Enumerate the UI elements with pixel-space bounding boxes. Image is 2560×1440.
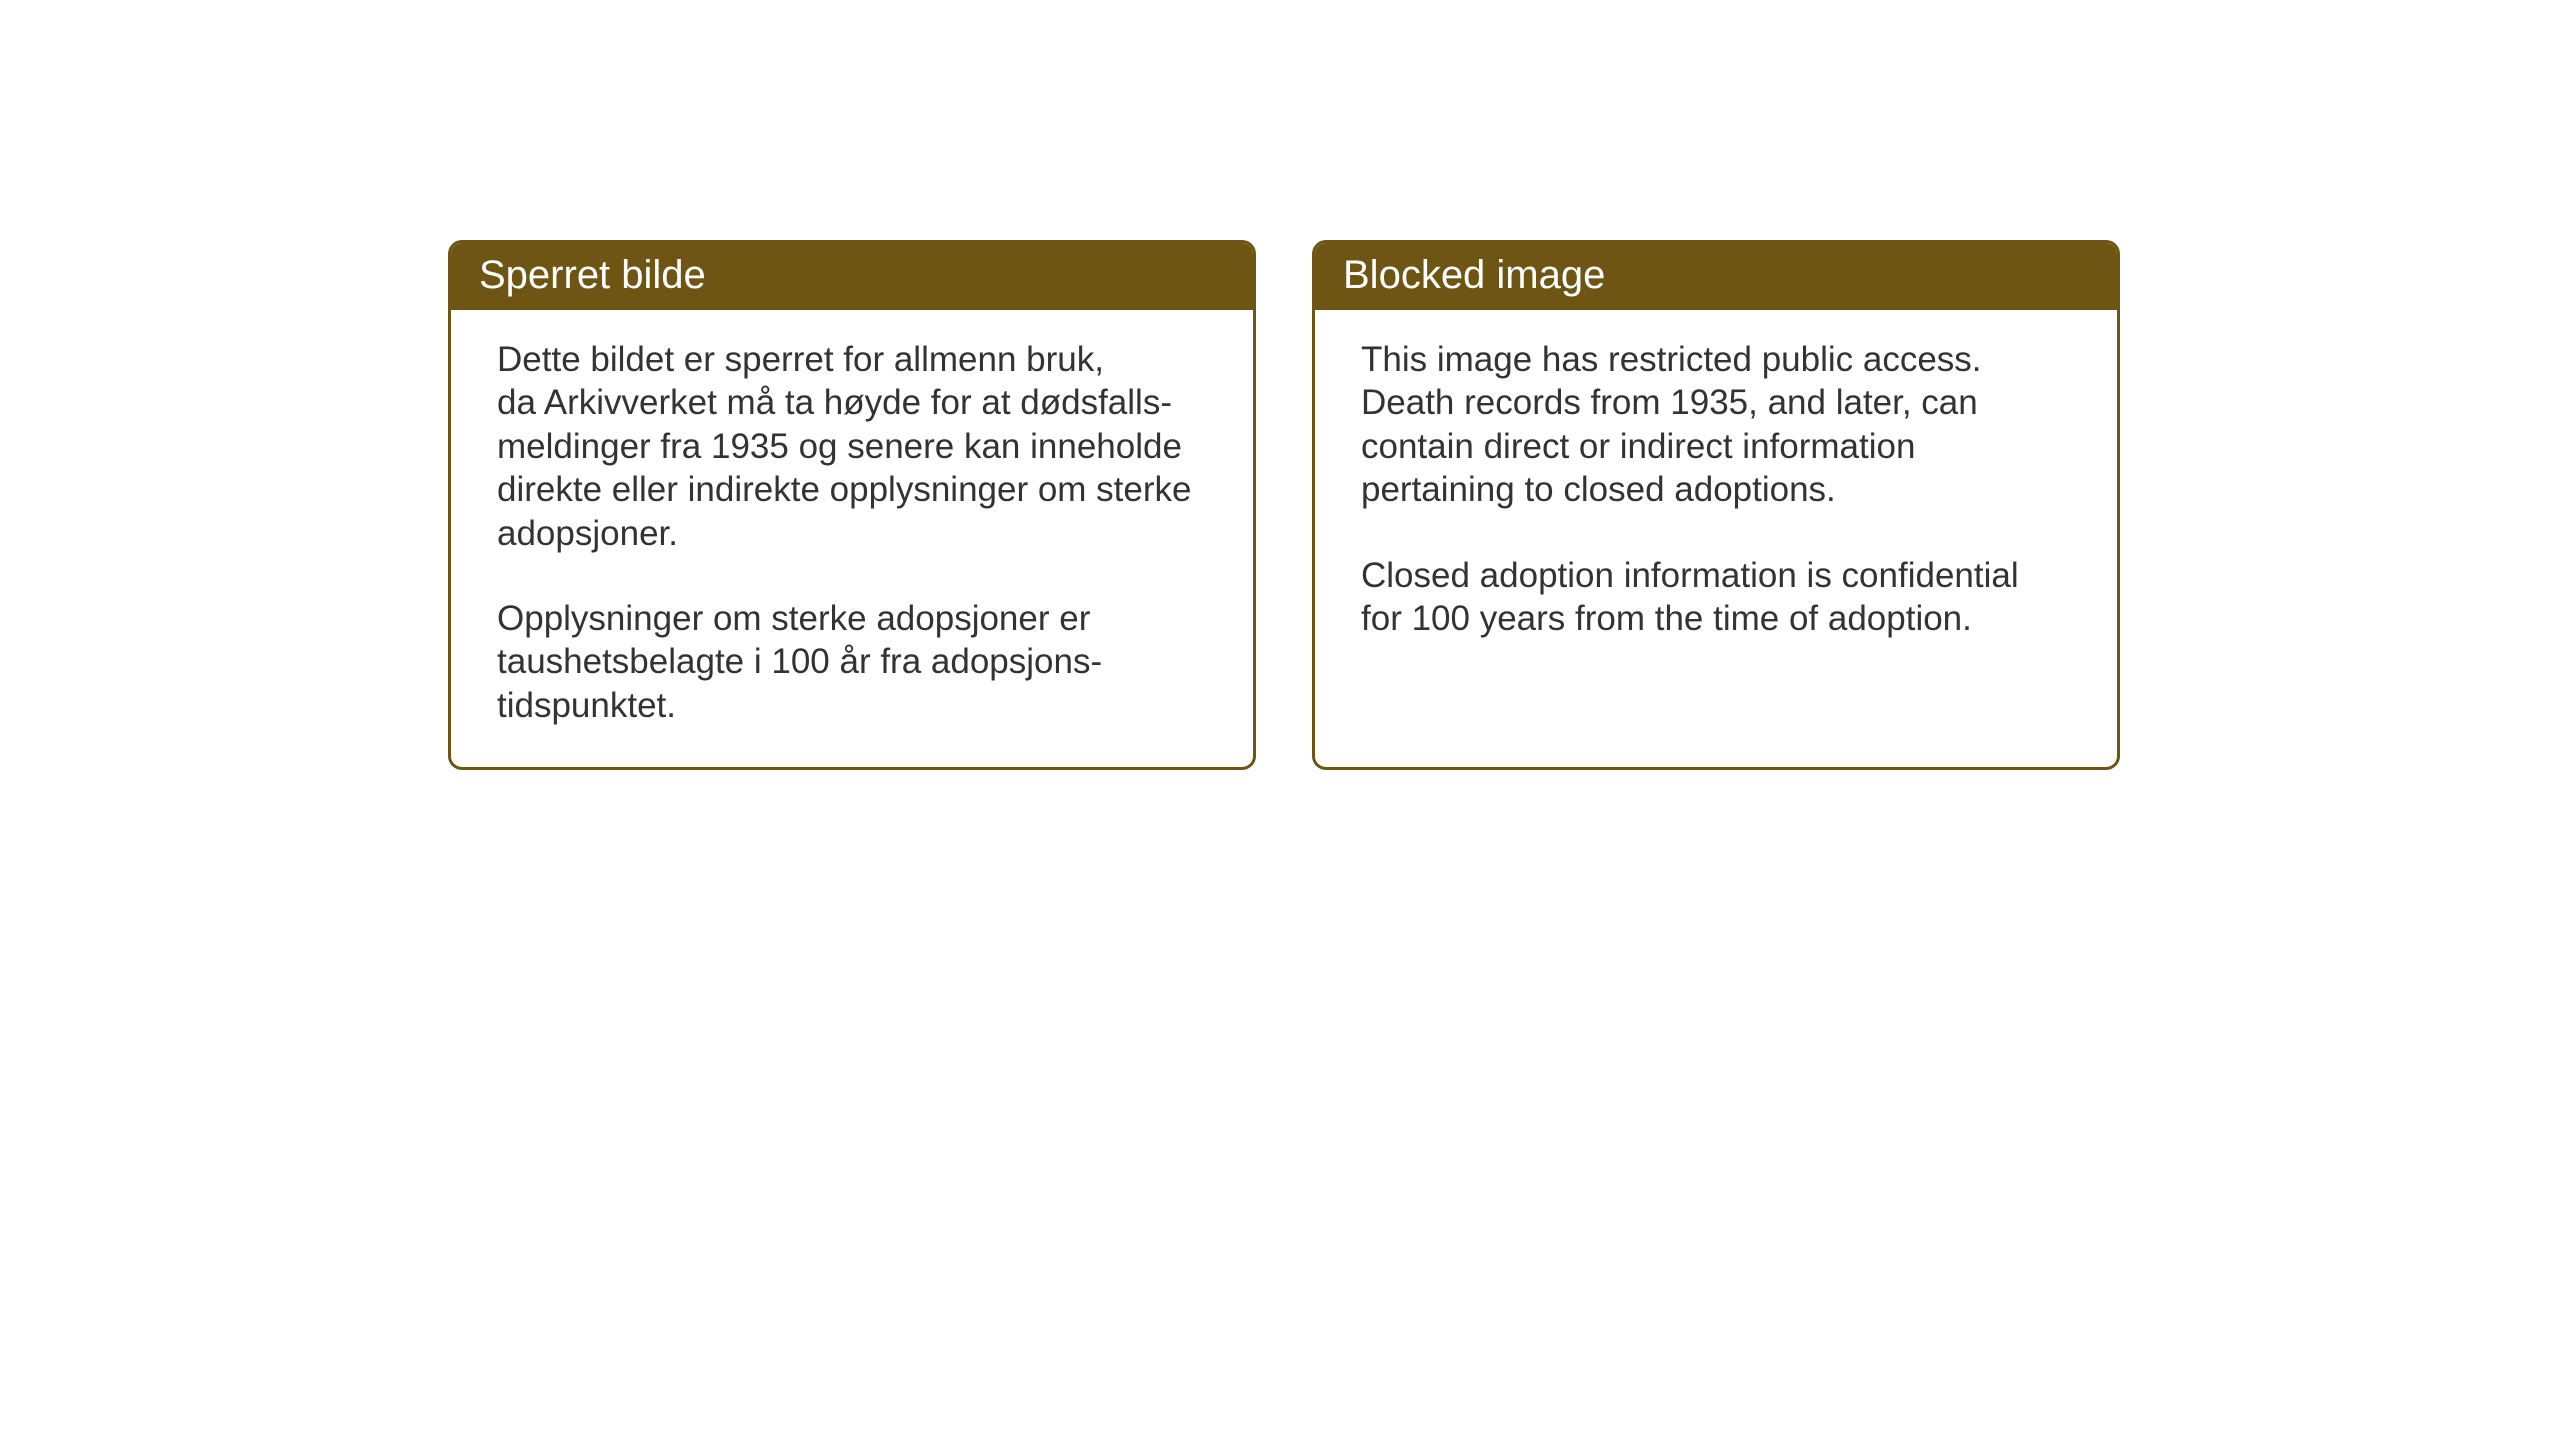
notice-container: Sperret bilde Dette bildet er sperret fo… — [448, 240, 2120, 770]
notice-card-norwegian: Sperret bilde Dette bildet er sperret fo… — [448, 240, 1256, 770]
notice-paragraph-english-1: This image has restricted public access.… — [1361, 338, 2071, 512]
notice-card-english: Blocked image This image has restricted … — [1312, 240, 2120, 770]
notice-header-english: Blocked image — [1315, 243, 2117, 310]
notice-paragraph-norwegian-1: Dette bildet er sperret for allmenn bruk… — [497, 338, 1207, 555]
notice-body-english: This image has restricted public access.… — [1315, 310, 2117, 745]
notice-paragraph-norwegian-2: Opplysninger om sterke adopsjoner er tau… — [497, 597, 1207, 727]
notice-header-norwegian: Sperret bilde — [451, 243, 1253, 310]
notice-body-norwegian: Dette bildet er sperret for allmenn bruk… — [451, 310, 1253, 767]
notice-paragraph-english-2: Closed adoption information is confident… — [1361, 554, 2071, 641]
notice-title-norwegian: Sperret bilde — [479, 253, 706, 297]
notice-title-english: Blocked image — [1343, 253, 1605, 297]
